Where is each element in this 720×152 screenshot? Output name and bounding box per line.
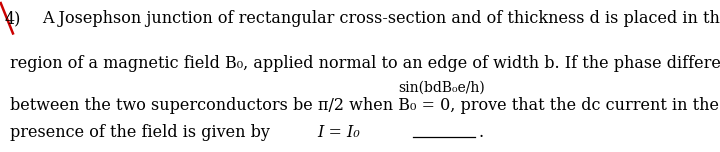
Text: A Josephson junction of rectangular cross-section and of thickness d is placed i: A Josephson junction of rectangular cros… (42, 10, 720, 27)
Text: .: . (479, 124, 484, 141)
Text: region of a magnetic field B₀, applied normal to an edge of width b. If the phas: region of a magnetic field B₀, applied n… (10, 55, 720, 72)
Text: presence of the field is given by: presence of the field is given by (10, 124, 270, 141)
Text: I = I₀: I = I₀ (317, 124, 359, 141)
Text: sin(bdB₀e/h): sin(bdB₀e/h) (398, 80, 485, 94)
Text: 4): 4) (4, 10, 21, 27)
Text: between the two superconductors be π/2 when B₀ = 0, prove that the dc current in: between the two superconductors be π/2 w… (10, 97, 719, 114)
